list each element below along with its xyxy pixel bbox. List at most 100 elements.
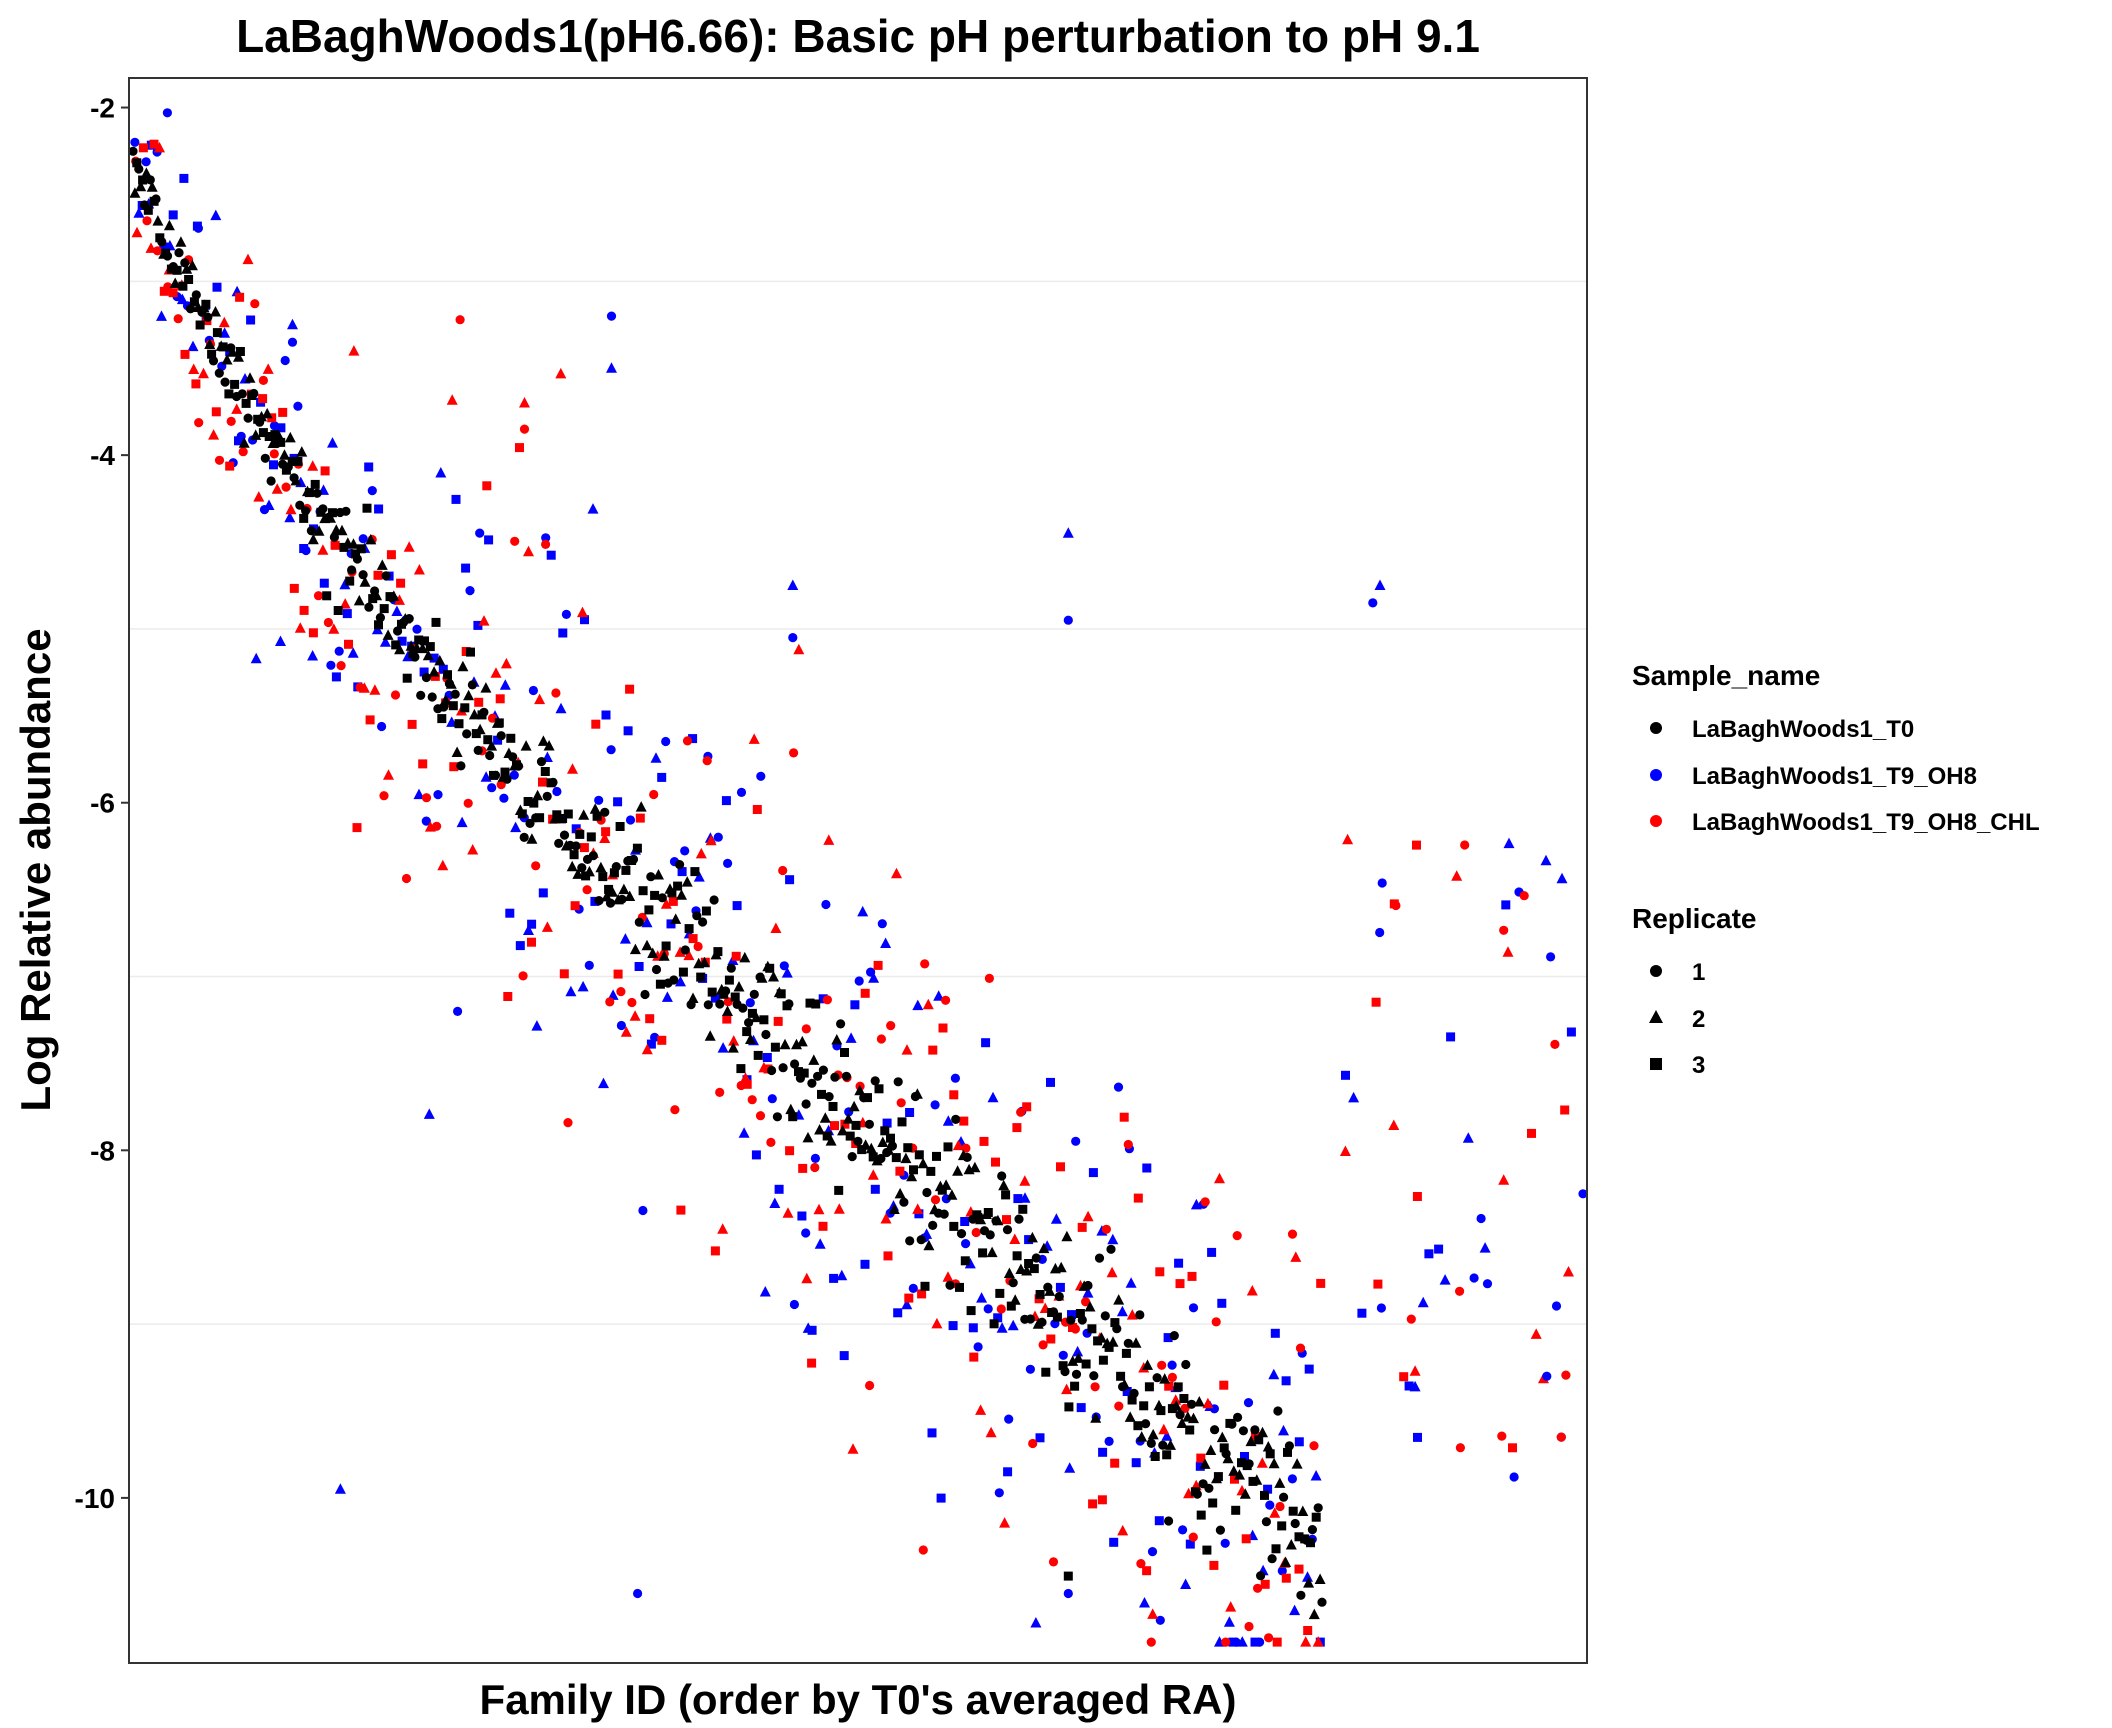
data-point-t0 xyxy=(382,629,394,640)
data-point-t0 xyxy=(532,789,544,801)
data-point-oh8 xyxy=(1190,1198,1202,1210)
data-point-oh8 xyxy=(638,1205,648,1216)
data-point-oh8-chl xyxy=(258,394,268,404)
data-point-t0 xyxy=(951,1114,961,1124)
data-point-oh8-chl xyxy=(281,482,291,492)
data-point-t0 xyxy=(468,708,480,720)
data-point-outlier xyxy=(334,1483,346,1494)
data-point-oh8-chl xyxy=(285,503,297,515)
data-point-t0 xyxy=(1222,1452,1234,1464)
data-point-oh8 xyxy=(391,605,403,616)
data-point-t0 xyxy=(362,503,372,513)
data-point-oh8-chl xyxy=(984,973,995,984)
data-point-oh8-chl xyxy=(463,798,473,808)
data-point-t0 xyxy=(876,1153,886,1164)
data-point-oh8-chl xyxy=(830,1121,839,1131)
data-point-t0 xyxy=(327,508,337,518)
data-point-oh8 xyxy=(327,437,338,448)
data-point-t0 xyxy=(1035,1290,1045,1299)
data-point-oh8-chl xyxy=(1038,1340,1048,1350)
data-point-oh8 xyxy=(762,1053,772,1062)
data-point-t0 xyxy=(1238,1426,1248,1436)
data-point-oh8-chl xyxy=(235,292,245,302)
data-point-oh8 xyxy=(1281,1376,1291,1386)
data-point-oh8-chl xyxy=(1211,1317,1221,1327)
data-point-t0 xyxy=(923,1239,935,1251)
data-point-oh8-chl xyxy=(1061,1383,1073,1395)
data-point-t0 xyxy=(1150,1452,1160,1461)
data-point-oh8-chl xyxy=(807,1358,817,1368)
data-point-t0 xyxy=(589,803,601,814)
data-point-oh8-chl xyxy=(627,997,637,1008)
data-point-t0 xyxy=(1176,1417,1188,1428)
data-point-oh8-chl xyxy=(1281,1573,1291,1583)
legend-label-replicate-2: 2 xyxy=(1692,1006,1705,1033)
data-point-t0 xyxy=(831,1034,843,1045)
data-point-t0 xyxy=(761,1029,771,1040)
data-point-t0 xyxy=(1002,1225,1013,1235)
data-point-outlier xyxy=(1062,527,1074,538)
data-point-oh8-chl xyxy=(657,1035,667,1045)
data-point-oh8 xyxy=(453,1006,463,1017)
data-point-t0 xyxy=(207,349,217,359)
data-point-t0 xyxy=(1072,1352,1084,1363)
data-point-oh8 xyxy=(276,423,286,433)
data-point-t0 xyxy=(1260,1490,1269,1500)
data-point-oh8-chl xyxy=(693,941,703,952)
data-point-t0 xyxy=(174,248,184,258)
data-point-oh8 xyxy=(1163,1333,1173,1343)
data-point-oh8-chl xyxy=(635,813,645,823)
data-point-t0 xyxy=(1129,1388,1139,1398)
data-point-t0 xyxy=(922,1187,932,1198)
data-point-oh8 xyxy=(616,1020,627,1031)
data-point-oh8-chl xyxy=(407,719,417,729)
data-point-oh8-chl xyxy=(278,407,288,417)
data-point-oh8 xyxy=(650,1032,660,1042)
data-point-t0 xyxy=(1227,1419,1237,1429)
data-point-oh8 xyxy=(269,460,278,470)
data-point-t0 xyxy=(333,606,343,615)
data-point-t0 xyxy=(998,1179,1010,1191)
data-point-oh8 xyxy=(601,710,611,720)
data-point-oh8-chl xyxy=(876,1034,887,1044)
data-point-t0 xyxy=(667,888,677,898)
data-point-oh8-chl xyxy=(1180,1403,1190,1413)
data-point-oh8-chl xyxy=(1527,1128,1536,1138)
data-point-t0 xyxy=(842,1113,854,1124)
data-point-oh8-chl xyxy=(801,1024,811,1034)
data-point-t0 xyxy=(1147,1428,1159,1440)
data-point-t0 xyxy=(1024,1259,1034,1268)
data-point-t0 xyxy=(506,733,516,743)
data-point-oh8-chl xyxy=(922,998,934,1010)
data-point-oh8-chl xyxy=(810,1162,820,1173)
data-point-t0 xyxy=(203,312,213,322)
data-point-oh8 xyxy=(1236,1636,1248,1647)
data-point-t0 xyxy=(157,237,167,247)
data-point-t0 xyxy=(825,1135,837,1146)
data-point-t0 xyxy=(184,275,194,284)
data-point-t0 xyxy=(1164,1516,1174,1526)
data-point-oh8 xyxy=(810,1153,821,1163)
data-point-t0 xyxy=(986,1246,998,1258)
data-point-t0 xyxy=(243,413,253,423)
data-point-oh8-chl xyxy=(793,643,805,655)
data-point-t0 xyxy=(1038,1242,1050,1254)
data-point-t0 xyxy=(669,975,679,985)
data-point-oh8-chl xyxy=(991,1157,1000,1167)
data-point-t0 xyxy=(186,259,198,271)
data-point-oh8-chl xyxy=(668,896,678,906)
data-point-oh8 xyxy=(1122,1387,1132,1396)
data-point-oh8-chl xyxy=(1123,1139,1133,1150)
data-point-oh8-chl xyxy=(705,834,717,846)
data-point-t0 xyxy=(508,752,518,762)
data-point-oh8 xyxy=(461,563,471,573)
data-point-oh8-chl xyxy=(258,375,268,385)
grid-lines xyxy=(129,280,1587,1325)
data-point-oh8 xyxy=(1107,1233,1119,1245)
data-point-oh8-chl xyxy=(432,821,442,831)
data-point-t0 xyxy=(776,989,786,999)
legend: Sample_name LaBaghWoods1_T0 LaBaghWoods1… xyxy=(1632,660,2040,1079)
data-point-t0 xyxy=(428,666,440,677)
data-point-oh8-chl xyxy=(299,605,309,615)
data-point-oh8 xyxy=(561,609,572,620)
